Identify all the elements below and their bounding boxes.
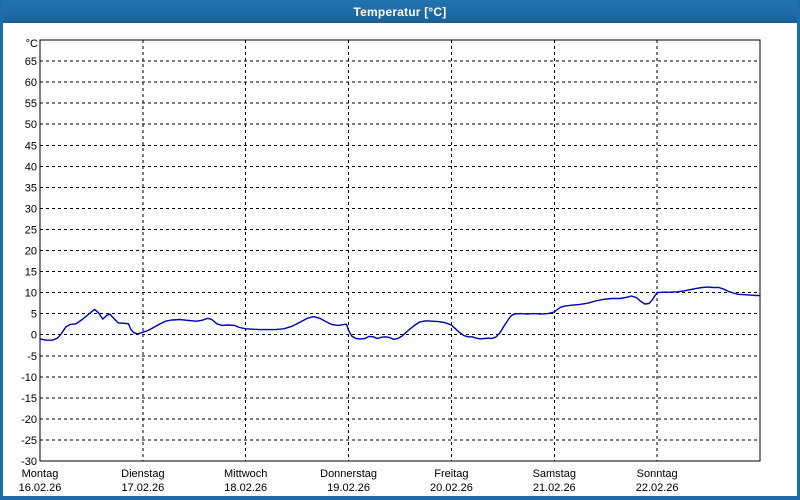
x-axis-day-label: Freitag — [434, 468, 468, 480]
x-axis-date-label: 16.02.26 — [19, 482, 62, 494]
x-axis-date-label: 19.02.26 — [327, 482, 370, 494]
x-axis-date-label: 21.02.26 — [533, 482, 576, 494]
y-axis-tick-label: -10 — [21, 372, 37, 384]
x-axis-date-label: 20.02.26 — [430, 482, 473, 494]
y-axis-tick-label: -20 — [21, 414, 37, 426]
x-axis-day-label: Dienstag — [121, 468, 164, 480]
x-axis-day-label: Sonntag — [637, 468, 678, 480]
y-axis-tick-label: 5 — [31, 309, 37, 321]
x-axis-date-label: 18.02.26 — [224, 482, 267, 494]
y-axis-tick-label: 35 — [25, 182, 37, 194]
y-axis-unit-label: °C — [26, 38, 38, 50]
y-axis-tick-label: 0 — [31, 330, 37, 342]
y-axis-tick-label: 30 — [25, 203, 37, 215]
y-axis-tick-label: -5 — [27, 351, 37, 363]
x-axis-day-label: Mittwoch — [224, 468, 267, 480]
window-titlebar[interactable]: Temperatur [°C] — [3, 0, 797, 23]
chart-area: -30 -25 -20 -15 -10 -5 0 5 10 15 20 25 30 35 40 45 50 55 6… — [3, 23, 797, 496]
x-axis-day-label: Donnerstag — [320, 468, 377, 480]
y-axis-tick-label: 65 — [25, 56, 37, 68]
y-axis-tick-label: 25 — [25, 224, 37, 236]
temperature-chart: -30 -25 -20 -15 -10 -5 0 5 10 15 20 25 30 35 40 45 50 55 6… — [19, 38, 761, 494]
temperature-line-series — [39, 286, 761, 341]
x-axis-date-label: 17.02.26 — [121, 482, 164, 494]
window-title: Temperatur [°C] — [353, 4, 447, 19]
y-axis-tick-label: -25 — [21, 435, 37, 447]
y-axis-tick-label: 40 — [25, 161, 37, 173]
y-axis-tick-label: 55 — [25, 98, 37, 110]
x-axis-date-label: 22.02.26 — [636, 482, 679, 494]
x-axis-day-label: Samstag — [533, 468, 576, 480]
y-axis-tick-label: 15 — [25, 267, 37, 279]
y-axis-tick-label: 10 — [25, 288, 37, 300]
y-axis-tick-label: 50 — [25, 119, 37, 131]
x-axis-day-label: Montag — [22, 468, 59, 480]
y-axis-tick-label: 20 — [25, 246, 37, 258]
y-axis-tick-label: -15 — [21, 393, 37, 405]
y-axis-tick-label: 60 — [25, 77, 37, 89]
y-axis-tick-label: -30 — [21, 456, 37, 468]
y-axis-tick-label: 45 — [25, 140, 37, 152]
plot-frame — [39, 39, 761, 462]
